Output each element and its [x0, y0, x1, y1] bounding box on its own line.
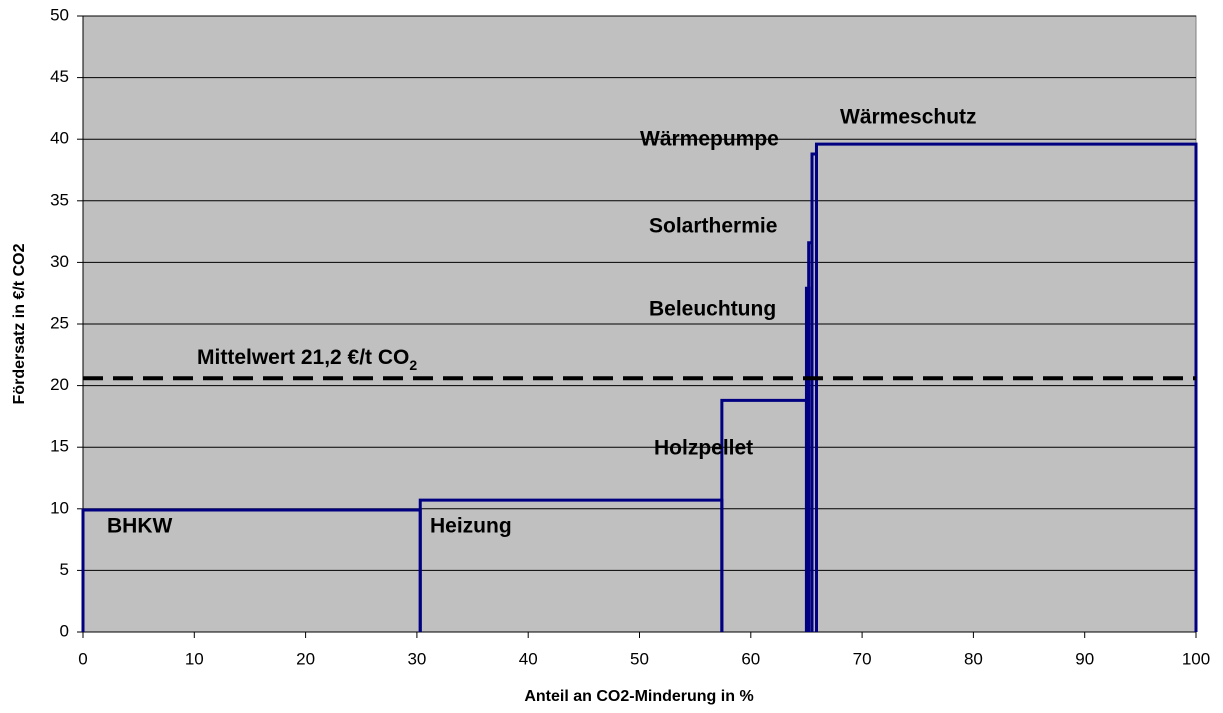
- x-tick-label: 70: [853, 649, 872, 668]
- x-tick-label: 50: [630, 649, 649, 668]
- reference-label-subscript: 2: [409, 357, 417, 373]
- x-tick-label: 10: [185, 649, 204, 668]
- y-tick-label: 45: [50, 67, 69, 86]
- x-tick-label: 30: [407, 649, 426, 668]
- y-tick-label: 25: [50, 313, 69, 332]
- category-label: Holzpellet: [654, 437, 753, 460]
- category-label: BHKW: [107, 515, 172, 538]
- step-bar: [814, 142, 1198, 632]
- x-tick-label: 100: [1182, 649, 1210, 668]
- y-axis-title: Fördersatz in €/t CO2: [11, 243, 28, 404]
- y-tick-label: 30: [50, 252, 69, 271]
- category-label: Solarthermie: [649, 215, 777, 238]
- y-tick-label: 20: [50, 375, 69, 394]
- x-tick-label: 0: [78, 649, 87, 668]
- y-tick-label: 0: [60, 621, 69, 640]
- reference-label: Mittelwert 21,2 €/t CO2: [197, 346, 417, 373]
- y-tick-label: 15: [50, 437, 69, 456]
- x-tick-label: 90: [1075, 649, 1094, 668]
- y-tick-label: 40: [50, 129, 69, 148]
- x-tick-label: 20: [296, 649, 315, 668]
- x-axis-title: Anteil an CO2-Minderung in %: [524, 688, 753, 705]
- reference-label-text: Mittelwert 21,2 €/t CO: [197, 346, 409, 369]
- y-tick-label: 50: [50, 5, 69, 24]
- category-label: Heizung: [430, 515, 512, 538]
- category-label: Wärmeschutz: [840, 106, 977, 129]
- category-label: Beleuchtung: [649, 298, 776, 321]
- x-tick-label: 60: [741, 649, 760, 668]
- y-tick-label: 35: [50, 190, 69, 209]
- y-tick-label: 10: [50, 498, 69, 517]
- category-label: Wärmepumpe: [640, 128, 779, 151]
- y-tick-label: 5: [60, 560, 69, 579]
- x-tick-label: 40: [519, 649, 538, 668]
- x-tick-label: 80: [964, 649, 983, 668]
